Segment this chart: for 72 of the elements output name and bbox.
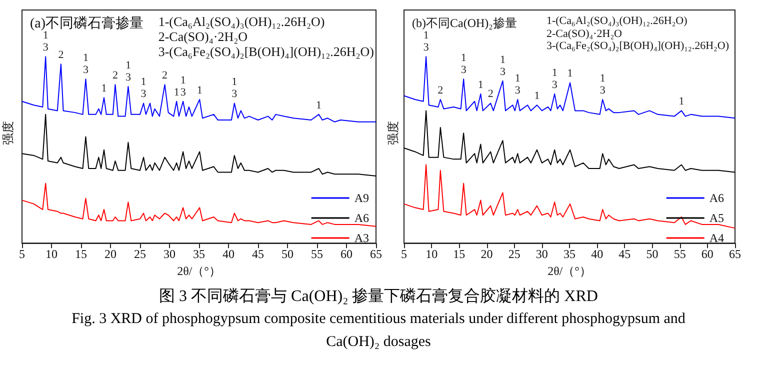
annotation: 2: [488, 88, 494, 100]
annotation: 1: [678, 96, 684, 108]
x-tick-label: 50: [282, 247, 294, 262]
annotation: 1: [196, 84, 202, 97]
annotation: 3-(Ca₆Fe₂(SO₄)₂[B(OH)₄](OH)₁₂.26H₂O): [158, 44, 374, 60]
annotation: 1: [478, 78, 484, 91]
annotation: 1 3: [42, 30, 49, 54]
annotation: 2: [112, 70, 118, 82]
x-tick-label: 25: [134, 247, 146, 262]
annotation: 1 3: [460, 52, 467, 76]
annotation: 1 3: [180, 74, 186, 98]
text: 2-Ca(SO)₄·2H₂O: [546, 28, 623, 40]
x-tick-label: 30: [536, 247, 548, 262]
annotation: 1 3: [514, 72, 521, 97]
legend-label: A9: [354, 191, 370, 205]
x-tick-label: 35: [564, 247, 576, 262]
legend-label: A6: [709, 191, 724, 205]
text: 2-Ca(SO)₄·2H₂O: [158, 28, 248, 45]
caption: Fig. 3 XRD of phosphogypsum composite cementitious materials under different phosphogypsum and: [70, 310, 686, 329]
x-tick-label: 5: [19, 247, 25, 262]
annotation: 1 3: [82, 52, 89, 76]
y-axis-title: 强度: [1, 121, 15, 145]
x-tick-label: 5: [401, 247, 407, 262]
caption: 图 3 不同磷石膏与 Ca(OH)₂ 掺量下磷石膏复合胶凝材料的 XRD: [158, 286, 599, 307]
x-tick-label: 55: [674, 247, 686, 262]
annotation: 1: [101, 82, 107, 95]
x-tick-label: 60: [340, 247, 352, 262]
x-tick-label: 20: [480, 247, 493, 262]
annotation: 1 3: [600, 72, 606, 97]
x-tick-label: 10: [426, 247, 438, 262]
x-tick-label: 10: [46, 247, 58, 262]
x-tick-label: 20: [104, 247, 116, 262]
y-axis-title: 强度: [386, 121, 400, 145]
annotation: 1 3: [125, 59, 132, 84]
text: 3-(Ca₆Fe₂(SO₄)₂[B(OH)₄](OH)₁₂.26H₂O): [546, 40, 729, 53]
x-tick-label: 30: [164, 247, 176, 262]
annotation: 1: [174, 86, 180, 98]
annotation: 1: [534, 90, 540, 102]
x-tick-label: 15: [75, 247, 87, 262]
annotation: 1 3: [423, 30, 430, 54]
x-tick-label: 15: [453, 247, 466, 262]
x-tick-label: 45: [252, 247, 264, 262]
chart-title: (b)不同Ca(OH)₂掺量: [412, 16, 517, 30]
text: 1-(Ca₆Al₂(SO₄)₃(OH)₁₂.26H₂O): [158, 14, 326, 30]
annotation: 1 3: [232, 76, 238, 100]
annotation: 2: [58, 49, 64, 62]
text: Ca(OH)₂ dosages: [325, 333, 432, 352]
x-tick-label: 40: [222, 247, 234, 262]
x-tick-label: 60: [701, 247, 714, 262]
legend-label: A4: [709, 231, 724, 245]
x-tick-label: 50: [646, 247, 658, 262]
x-tick-label: 35: [193, 247, 205, 262]
x-tick-label: 40: [591, 247, 604, 262]
annotation: 2: [162, 70, 168, 82]
x-axis-title: 2θ/（°）: [177, 264, 221, 278]
annotation: 1 3: [552, 66, 558, 91]
annotation: 2: [438, 84, 444, 97]
x-tick-label: 65: [370, 247, 382, 262]
legend-label: A6: [354, 211, 370, 225]
x-tick-label: 65: [729, 247, 741, 262]
text: 1-(Ca₆Al₂(SO₄)₃(OH)₁₂.26H₂O): [546, 15, 688, 28]
x-tick-label: 25: [508, 247, 520, 262]
annotation: 1: [316, 99, 322, 112]
legend-label: A3: [354, 231, 370, 245]
x-tick-label: 45: [618, 247, 631, 262]
x-axis-title: 2θ/（°）: [548, 264, 592, 278]
annotation: 1 3: [140, 76, 147, 100]
legend-label: A5: [709, 211, 724, 225]
x-tick-label: 55: [311, 247, 323, 262]
chart-title: (a)不同磷石膏掺量: [30, 16, 144, 32]
annotation: 1: [567, 68, 573, 80]
annotation: 1 3: [500, 54, 506, 78]
